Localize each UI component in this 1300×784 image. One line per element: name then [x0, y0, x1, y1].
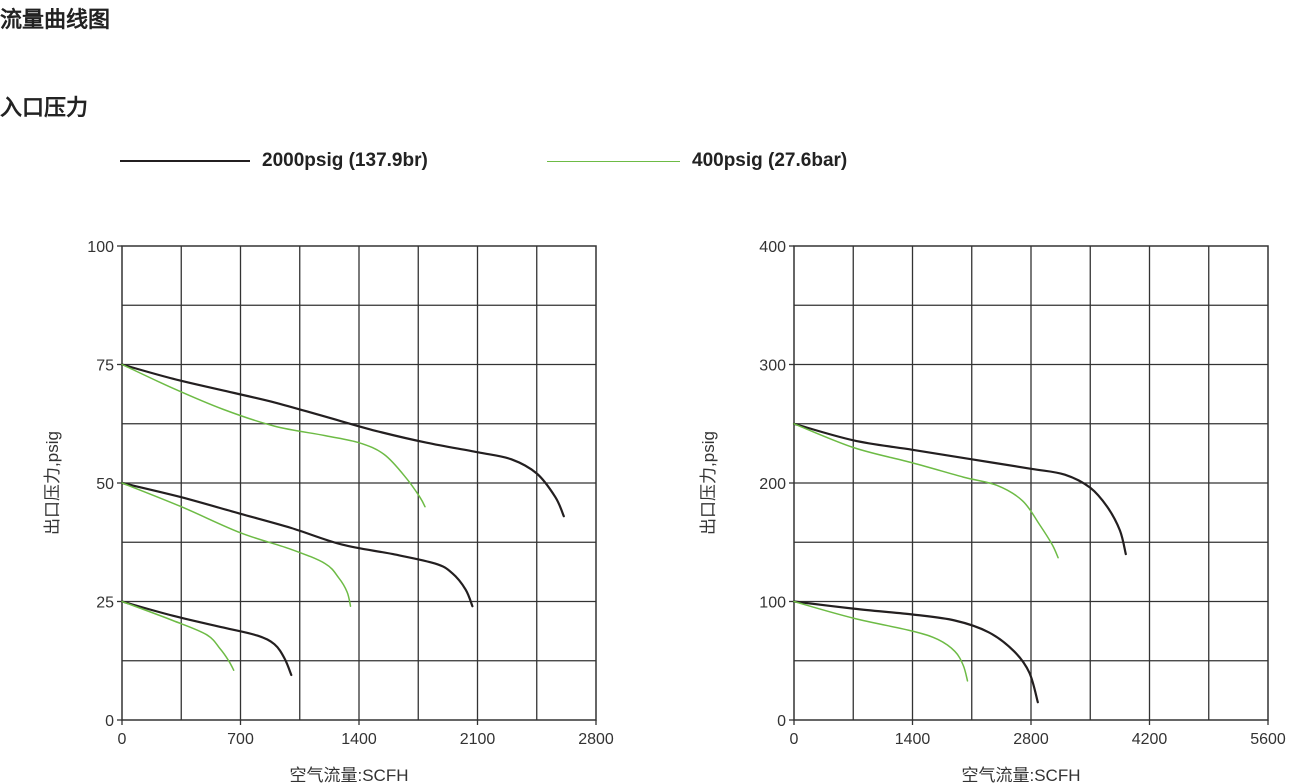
x-axis-title: 空气流量:SCFH	[290, 766, 409, 784]
x-tick-label: 2800	[578, 731, 614, 748]
chart-2-grid	[794, 246, 1268, 720]
x-tick-label: 4200	[1132, 731, 1168, 748]
y-tick-label: 400	[759, 239, 786, 256]
series-line	[121, 363, 426, 508]
legend-label-2000psig: 2000psig (137.9br)	[262, 150, 428, 171]
legend-line-400psig	[547, 160, 680, 162]
x-tick-label: 5600	[1250, 731, 1286, 748]
page-title: 流量曲线图	[0, 7, 111, 32]
y-tick-label: 300	[759, 358, 786, 375]
y-tick-label: 100	[87, 239, 114, 256]
y-tick-label: 100	[759, 595, 786, 612]
y-tick-label: 200	[759, 476, 786, 493]
x-tick-label: 1400	[341, 731, 377, 748]
y-axis-title: 出口压力,psig	[43, 431, 62, 535]
chart-2: 0 100 200 300 400 0 1400 2800 4200 5600 空气流量:SCFH 出…	[699, 239, 1286, 784]
series-line	[793, 423, 1059, 559]
x-tick-label: 0	[118, 731, 127, 748]
inlet-pressure-heading: 入口压力	[0, 95, 89, 120]
series-line	[121, 482, 352, 607]
series-line	[121, 600, 235, 671]
chart-1: 0 25 50 75 100 0 700 1400 2100 2800 空气流量:SCFH 出口压力,…	[43, 239, 614, 784]
y-tick-label: 75	[96, 358, 114, 375]
x-tick-label: 700	[227, 731, 254, 748]
legend-label-400psig: 400psig (27.6bar)	[692, 150, 848, 171]
x-tick-label: 2800	[1013, 731, 1049, 748]
chart-1-grid	[122, 246, 596, 720]
y-tick-label: 25	[96, 595, 114, 612]
x-tick-label: 2100	[460, 731, 496, 748]
x-axis-title: 空气流量:SCFH	[962, 766, 1081, 784]
legend-item-2000psig: 2000psig (137.9br)	[120, 148, 428, 174]
x-tick-label: 1400	[895, 731, 931, 748]
y-tick-label: 50	[96, 476, 114, 493]
legend-item-400psig: 400psig (27.6bar)	[547, 148, 847, 174]
y-tick-label: 0	[105, 713, 114, 730]
y-tick-label: 0	[777, 713, 786, 730]
series-line	[792, 600, 1039, 704]
series-line	[120, 363, 565, 518]
series-line	[120, 600, 293, 677]
series-line	[120, 481, 474, 608]
legend-line-2000psig	[120, 160, 250, 162]
x-tick-label: 0	[790, 731, 799, 748]
series-line	[793, 600, 969, 682]
series-line	[792, 422, 1127, 556]
y-axis-title: 出口压力,psig	[699, 431, 718, 535]
